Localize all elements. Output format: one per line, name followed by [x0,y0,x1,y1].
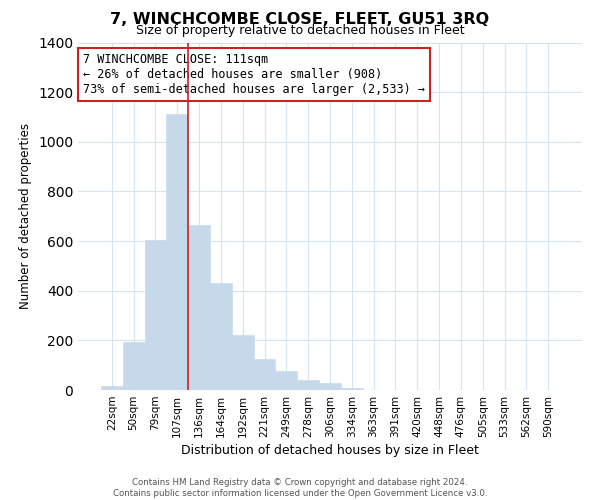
Text: 7, WINCHCOMBE CLOSE, FLEET, GU51 3RQ: 7, WINCHCOMBE CLOSE, FLEET, GU51 3RQ [110,12,490,28]
X-axis label: Distribution of detached houses by size in Fleet: Distribution of detached houses by size … [181,444,479,457]
Bar [188,225,210,390]
Bar [297,380,319,390]
Text: 7 WINCHCOMBE CLOSE: 111sqm
← 26% of detached houses are smaller (908)
73% of sem: 7 WINCHCOMBE CLOSE: 111sqm ← 26% of deta… [83,53,425,96]
Bar [341,388,363,390]
Bar [275,372,297,390]
Text: Size of property relative to detached houses in Fleet: Size of property relative to detached ho… [136,24,464,37]
Bar [101,386,123,390]
Bar [123,342,145,390]
Bar [319,383,341,390]
Bar [210,284,232,390]
Bar [145,240,166,390]
Bar [166,114,188,390]
Bar [254,359,275,390]
Y-axis label: Number of detached properties: Number of detached properties [19,123,32,309]
Text: Contains HM Land Registry data © Crown copyright and database right 2024.
Contai: Contains HM Land Registry data © Crown c… [113,478,487,498]
Bar [232,336,254,390]
